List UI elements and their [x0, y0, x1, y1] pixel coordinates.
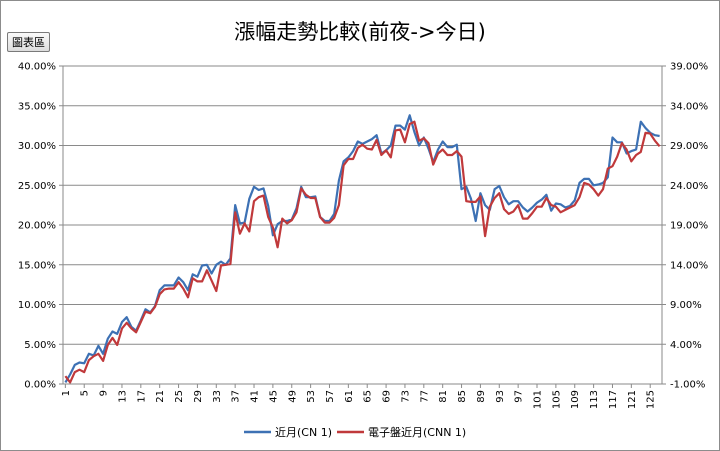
- x-tick-label: 93: [495, 390, 506, 403]
- x-tick-label: 85: [457, 390, 468, 403]
- x-tick-label: 69: [382, 390, 393, 403]
- y-left-tick-label: 30.00%: [18, 141, 56, 152]
- series-line-cn1: [65, 115, 659, 382]
- y-left-tick-label: 25.00%: [18, 181, 56, 192]
- x-tick-label: 65: [363, 390, 374, 403]
- x-tick-label: 5: [80, 390, 91, 396]
- x-tick-label: 29: [193, 390, 204, 403]
- y-right-tick-label: 39.00%: [670, 62, 708, 73]
- x-tick-label: 9: [99, 390, 110, 396]
- x-tick-label: 73: [400, 390, 411, 403]
- y-left-tick-label: 20.00%: [18, 221, 56, 232]
- x-tick-label: 13: [117, 390, 128, 403]
- x-tick-label: 109: [570, 390, 581, 409]
- x-tick-label: 101: [533, 390, 544, 409]
- x-tick-label: 33: [212, 390, 223, 403]
- x-tick-label: 17: [136, 390, 147, 403]
- y-left-tick-label: 10.00%: [18, 300, 56, 311]
- x-tick-label: 125: [646, 390, 657, 409]
- y-right-tick-label: 14.00%: [670, 260, 708, 271]
- y-left-tick-label: 40.00%: [18, 62, 56, 73]
- y-right-tick-label: -1.00%: [670, 380, 705, 391]
- x-tick-label: 77: [419, 390, 430, 403]
- y-right-tick-label: 29.00%: [670, 141, 708, 152]
- x-tick-label: 121: [627, 390, 638, 409]
- x-tick-label: 81: [438, 390, 449, 403]
- y-right-tick-label: 9.00%: [670, 300, 702, 311]
- x-tick-label: 97: [514, 390, 525, 403]
- x-tick-label: 117: [608, 390, 619, 409]
- y-left-tick-label: 5.00%: [24, 340, 56, 351]
- x-tick-label: 21: [155, 390, 166, 403]
- x-tick-label: 61: [344, 390, 355, 403]
- legend-label: 電子盤近月(CNN 1): [368, 426, 466, 439]
- x-tick-label: 41: [250, 390, 261, 403]
- x-tick-label: 37: [231, 390, 242, 403]
- x-tick-label: 105: [551, 390, 562, 409]
- y-right-tick-label: 24.00%: [670, 181, 708, 192]
- x-tick-label: 1: [61, 390, 72, 396]
- y-right-tick-label: 4.00%: [670, 340, 702, 351]
- x-tick-label: 25: [174, 390, 185, 403]
- x-tick-label: 113: [589, 390, 600, 409]
- x-tick-label: 57: [325, 390, 336, 403]
- y-right-tick-label: 19.00%: [670, 221, 708, 232]
- legend-label: 近月(CN 1): [275, 426, 332, 439]
- series-line-cnn1: [65, 122, 659, 383]
- y-left-tick-label: 35.00%: [18, 101, 56, 112]
- x-tick-label: 89: [476, 390, 487, 403]
- y-left-tick-label: 0.00%: [24, 380, 56, 391]
- x-tick-label: 45: [268, 390, 279, 403]
- x-tick-label: 53: [306, 390, 317, 403]
- y-left-tick-label: 15.00%: [18, 260, 56, 271]
- x-tick-label: 49: [287, 390, 298, 403]
- y-right-tick-label: 34.00%: [670, 101, 708, 112]
